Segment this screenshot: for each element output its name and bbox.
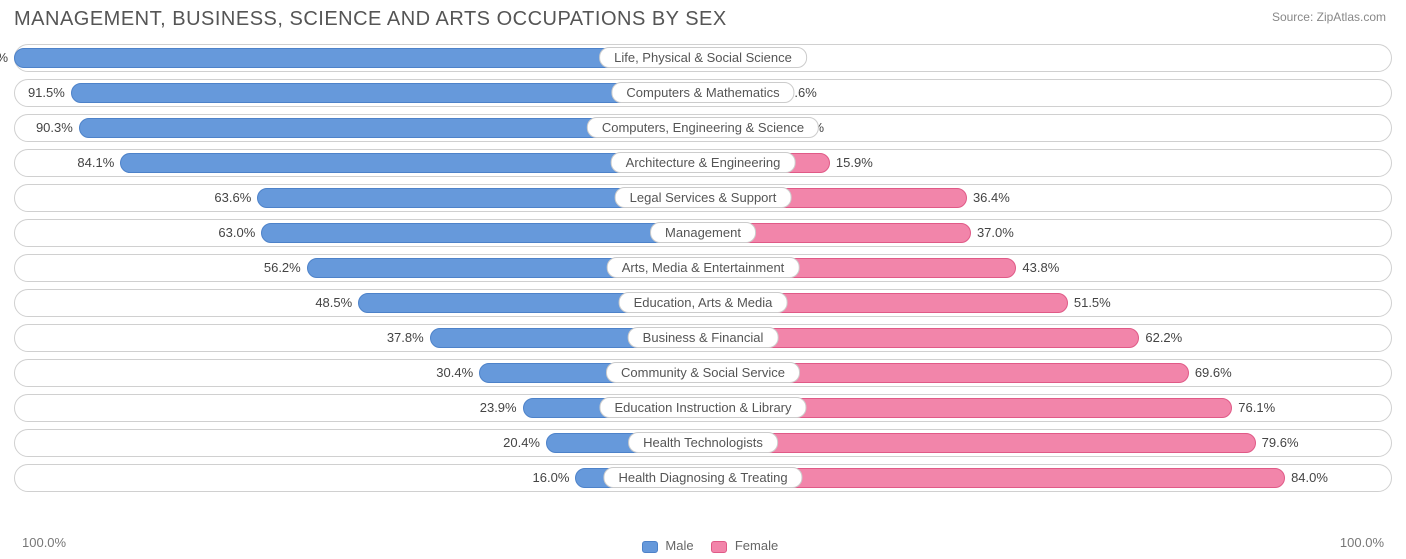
- chart-row: 23.9% 76.1% Education Instruction & Librar…: [14, 394, 1392, 422]
- male-value: 100.0%: [0, 50, 8, 65]
- category-label: Computers & Mathematics: [611, 82, 794, 103]
- chart-row: 56.2% 43.8% Arts, Media & Entertainment: [14, 254, 1392, 282]
- male-bar: [120, 153, 682, 173]
- category-label: Health Technologists: [628, 432, 778, 453]
- category-label: Computers, Engineering & Science: [587, 117, 819, 138]
- male-value: 90.3%: [36, 120, 73, 135]
- chart-row: 16.0% 84.0% Health Diagnosing & Treating: [14, 464, 1392, 492]
- chart-row: 63.6% 36.4% Legal Services & Support: [14, 184, 1392, 212]
- category-label: Life, Physical & Social Science: [599, 47, 807, 68]
- male-value: 91.5%: [28, 85, 65, 100]
- category-label: Education Instruction & Library: [599, 397, 806, 418]
- male-value: 23.9%: [480, 400, 517, 415]
- category-label: Arts, Media & Entertainment: [607, 257, 800, 278]
- chart-row: 37.8% 62.2% Business & Financial: [14, 324, 1392, 352]
- chart-row: 91.5%8.6%Computers & Mathematics: [14, 79, 1392, 107]
- chart-area: 100.0%0.0%Life, Physical & Social Scienc…: [14, 44, 1392, 515]
- female-bar: [724, 328, 1140, 348]
- female-bar: [724, 468, 1285, 488]
- female-value: 69.6%: [1195, 365, 1232, 380]
- male-value: 16.0%: [533, 470, 570, 485]
- legend-male-label: Male: [665, 538, 693, 553]
- male-value: 20.4%: [503, 435, 540, 450]
- male-value: 84.1%: [77, 155, 114, 170]
- chart-row: 30.4% 69.6% Community & Social Service: [14, 359, 1392, 387]
- male-bar: [71, 83, 683, 103]
- female-value: 84.0%: [1291, 470, 1328, 485]
- female-value: 43.8%: [1022, 260, 1059, 275]
- female-bar: [724, 433, 1256, 453]
- chart-title: MANAGEMENT, BUSINESS, SCIENCE AND ARTS O…: [0, 0, 1406, 31]
- chart-row: 84.1% 15.9% Architecture & Engineering: [14, 149, 1392, 177]
- female-value: 76.1%: [1238, 400, 1275, 415]
- female-swatch: [711, 541, 727, 553]
- chart-row: 100.0%0.0%Life, Physical & Social Scienc…: [14, 44, 1392, 72]
- source-label: Source:: [1272, 10, 1313, 24]
- category-label: Business & Financial: [628, 327, 779, 348]
- legend-female-label: Female: [735, 538, 778, 553]
- male-value: 48.5%: [315, 295, 352, 310]
- male-value: 56.2%: [264, 260, 301, 275]
- chart-row: 20.4% 79.6% Health Technologists: [14, 429, 1392, 457]
- chart-row: 90.3%9.7%Computers, Engineering & Scienc…: [14, 114, 1392, 142]
- source-name: ZipAtlas.com: [1317, 10, 1386, 24]
- chart-row: 63.0% 37.0% Management: [14, 219, 1392, 247]
- female-value: 37.0%: [977, 225, 1014, 240]
- male-swatch: [642, 541, 658, 553]
- source-attribution: Source: ZipAtlas.com: [1272, 10, 1386, 24]
- category-label: Community & Social Service: [606, 362, 800, 383]
- female-value: 79.6%: [1262, 435, 1299, 450]
- category-label: Management: [650, 222, 756, 243]
- male-value: 63.6%: [214, 190, 251, 205]
- category-label: Education, Arts & Media: [619, 292, 788, 313]
- male-bar: [261, 223, 682, 243]
- category-label: Health Diagnosing & Treating: [603, 467, 802, 488]
- category-label: Legal Services & Support: [615, 187, 792, 208]
- legend: Male Female: [0, 538, 1406, 553]
- female-value: 51.5%: [1074, 295, 1111, 310]
- category-label: Architecture & Engineering: [611, 152, 796, 173]
- chart-row: 48.5% 51.5% Education, Arts & Media: [14, 289, 1392, 317]
- male-value: 37.8%: [387, 330, 424, 345]
- male-value: 63.0%: [218, 225, 255, 240]
- female-value: 62.2%: [1145, 330, 1182, 345]
- female-value: 15.9%: [836, 155, 873, 170]
- male-value: 30.4%: [436, 365, 473, 380]
- female-value: 36.4%: [973, 190, 1010, 205]
- female-bar: [724, 223, 971, 243]
- male-bar: [14, 48, 682, 68]
